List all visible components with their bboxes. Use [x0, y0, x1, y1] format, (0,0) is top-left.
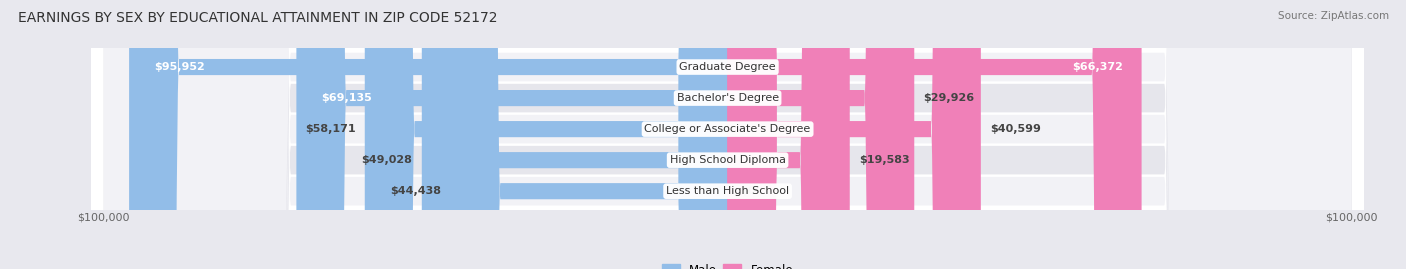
FancyBboxPatch shape [104, 0, 1351, 269]
Text: $66,372: $66,372 [1071, 62, 1123, 72]
Text: $29,926: $29,926 [924, 93, 974, 103]
Text: $95,952: $95,952 [155, 62, 205, 72]
FancyBboxPatch shape [129, 0, 728, 269]
Text: $40,599: $40,599 [990, 124, 1040, 134]
FancyBboxPatch shape [104, 0, 1351, 269]
Text: $44,438: $44,438 [389, 186, 441, 196]
FancyBboxPatch shape [728, 0, 1142, 269]
Text: EARNINGS BY SEX BY EDUCATIONAL ATTAINMENT IN ZIP CODE 52172: EARNINGS BY SEX BY EDUCATIONAL ATTAINMEN… [18, 11, 498, 25]
Text: Less than High School: Less than High School [666, 186, 789, 196]
FancyBboxPatch shape [728, 0, 981, 269]
Text: Graduate Degree: Graduate Degree [679, 62, 776, 72]
Text: $58,171: $58,171 [305, 124, 356, 134]
Legend: Male, Female: Male, Female [662, 264, 793, 269]
FancyBboxPatch shape [297, 0, 728, 269]
Text: Source: ZipAtlas.com: Source: ZipAtlas.com [1278, 11, 1389, 21]
FancyBboxPatch shape [450, 0, 728, 269]
FancyBboxPatch shape [728, 0, 849, 269]
FancyBboxPatch shape [364, 0, 728, 269]
Text: $49,028: $49,028 [361, 155, 412, 165]
Text: $19,583: $19,583 [859, 155, 910, 165]
Text: $0: $0 [740, 186, 755, 196]
FancyBboxPatch shape [104, 0, 1351, 269]
Text: $69,135: $69,135 [322, 93, 373, 103]
FancyBboxPatch shape [422, 0, 728, 269]
FancyBboxPatch shape [104, 0, 1351, 269]
Text: Bachelor's Degree: Bachelor's Degree [676, 93, 779, 103]
FancyBboxPatch shape [728, 0, 914, 269]
Text: College or Associate's Degree: College or Associate's Degree [644, 124, 811, 134]
FancyBboxPatch shape [104, 0, 1351, 269]
Text: High School Diploma: High School Diploma [669, 155, 786, 165]
